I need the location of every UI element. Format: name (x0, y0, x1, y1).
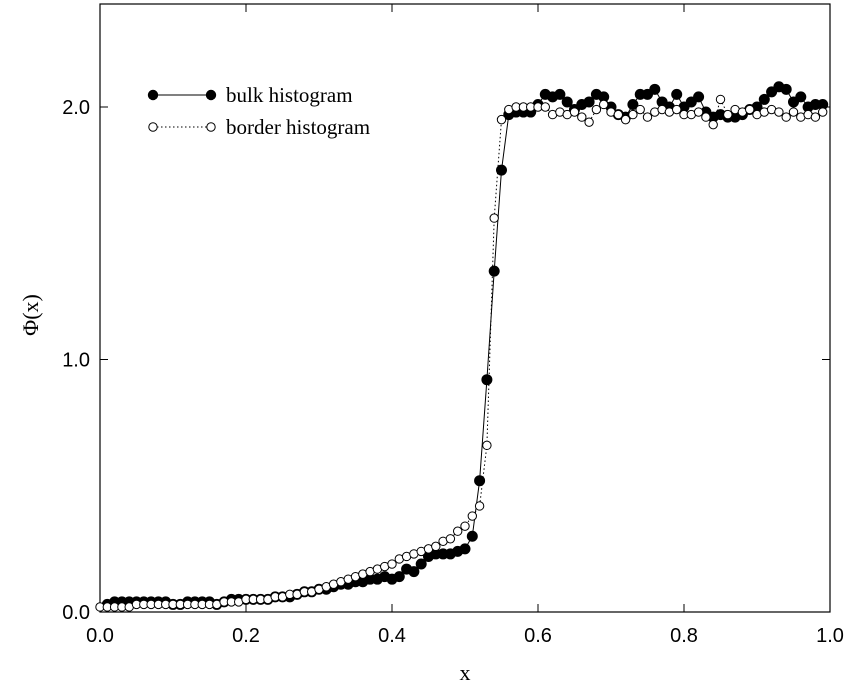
series-border-histogram (95, 94, 828, 612)
border-histogram-point (591, 104, 602, 115)
x-tick-label: 0.6 (524, 625, 552, 647)
bulk-histogram-point (561, 96, 573, 108)
border-histogram-point (693, 107, 704, 117)
bulk-histogram-point (795, 91, 807, 103)
bulk-histogram-point (671, 88, 683, 100)
bulk-histogram-point (393, 571, 405, 583)
bulk-histogram-point (488, 265, 500, 277)
border-histogram-point (387, 559, 397, 569)
border-histogram-point (788, 107, 799, 117)
border-histogram-point (467, 511, 477, 521)
bulk-histogram-point (415, 558, 427, 570)
border-histogram-point (708, 119, 718, 130)
legend-border-label: border histogram (226, 115, 370, 139)
border-histogram-point (672, 104, 682, 115)
bulk-histogram-point (780, 83, 792, 95)
bulk-histogram-point (474, 475, 486, 487)
bulk-histogram-point (649, 83, 661, 95)
x-tick-label: 0.8 (670, 625, 698, 647)
bulk-histogram-point (459, 543, 471, 555)
border-histogram-point (818, 107, 828, 117)
legend-bulk-label: bulk histogram (226, 83, 353, 107)
border-histogram-point (635, 104, 645, 115)
legend-bulk-marker-left (147, 89, 159, 101)
border-histogram-point (781, 112, 791, 122)
x-tick-label: 1.0 (816, 625, 844, 647)
legend-border-marker-left (148, 122, 158, 132)
border-histogram-point (599, 99, 609, 110)
border-histogram-point (810, 112, 821, 122)
bulk-histogram-point (583, 96, 595, 108)
y-axis-label: Φ(x) (18, 294, 43, 336)
ticks-layer: 0.0 0.2 0.4 0.6 0.8 1.0 0.0 1.0 2.0 (62, 4, 844, 647)
border-histogram-point (496, 114, 507, 125)
bulk-histogram-point (758, 93, 770, 105)
border-histogram-point (577, 112, 587, 122)
bulk-histogram-point (627, 98, 639, 110)
border-histogram-point (489, 213, 499, 223)
y-tick-label: 0.0 (62, 602, 90, 624)
bulk-histogram-point (496, 164, 507, 176)
y-tick-label: 2.0 (62, 97, 90, 119)
border-histogram-point (613, 109, 623, 120)
border-histogram-point (774, 107, 784, 117)
legend-bulk-marker-right (205, 89, 217, 101)
x-tick-label: 0.0 (86, 625, 114, 647)
border-histogram-point (445, 534, 456, 544)
plot-frame (99, 3, 831, 613)
border-histogram-point (723, 109, 733, 120)
bulk-histogram-point (481, 374, 493, 386)
border-histogram-point (715, 94, 726, 105)
border-histogram-point (569, 107, 580, 117)
y-tick-label: 1.0 (62, 350, 90, 372)
bulk-histogram-point (408, 566, 420, 578)
border-histogram-point (482, 440, 492, 451)
bulk-histogram-point (466, 530, 478, 542)
bulk-histogram-point (693, 91, 705, 103)
border-histogram-point (745, 104, 755, 115)
border-histogram-point (474, 501, 485, 511)
x-axis-label: x (460, 660, 471, 685)
border-histogram-point (701, 112, 711, 122)
border-histogram-point (460, 521, 470, 531)
bulk-histogram-point (554, 88, 566, 100)
border-histogram-point (620, 114, 631, 125)
border-histogram-point (584, 117, 594, 127)
legend: bulk histogram border histogram (147, 83, 370, 139)
border-histogram-point (431, 541, 441, 552)
border-histogram-point (628, 109, 638, 120)
border-histogram-point (453, 526, 463, 536)
border-histogram-point (540, 102, 550, 112)
legend-border-marker-right (206, 122, 216, 132)
x-tick-label: 0.2 (232, 625, 260, 647)
x-tick-label: 0.4 (378, 625, 406, 647)
border-histogram-point (642, 112, 653, 122)
